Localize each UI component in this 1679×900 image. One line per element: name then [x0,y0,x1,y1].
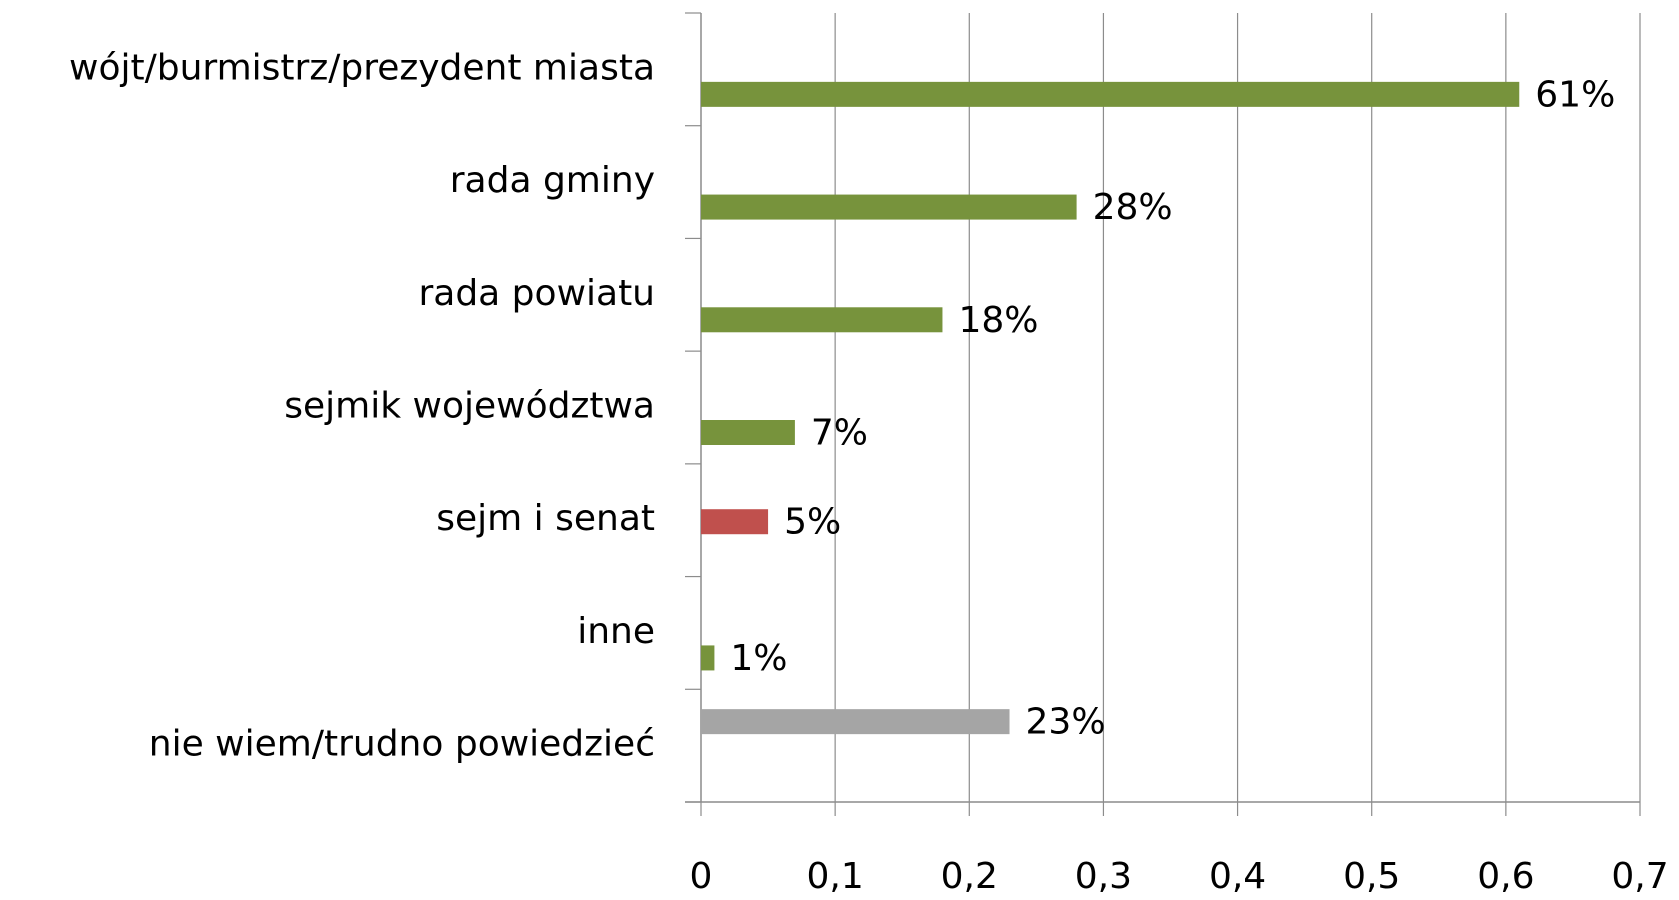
x-tick-label: 0,3 [1075,856,1132,897]
x-tick-label: 0,1 [807,856,864,897]
bar [701,194,1077,220]
bar [701,420,795,445]
x-tick-label: 0,7 [1611,856,1668,897]
x-tick-label: 0,6 [1477,856,1534,897]
category-label: nie wiem/trudno powiedzieć [149,724,655,765]
category-label: rada gminy [450,160,655,201]
category-label: inne [577,611,655,652]
data-label: 7% [811,413,868,454]
category-label: rada powiatu [418,273,655,314]
data-label: 18% [958,300,1038,341]
x-tick-label: 0,2 [941,856,998,897]
bar [701,509,769,535]
x-tick-label: 0,5 [1343,856,1400,897]
data-label: 5% [784,502,841,543]
x-tick-label: 0,4 [1209,856,1266,897]
x-tick-label: 0 [690,856,713,897]
bar [701,709,1010,735]
category-label: sejmik województwa [284,386,655,427]
category-label: wójt/burmistrz/prezydent miasta [69,47,655,88]
data-label: 61% [1535,74,1615,115]
data-label: 28% [1093,187,1173,228]
data-label: 23% [1026,702,1106,743]
bar [701,81,1520,107]
bar [701,645,715,671]
category-label: sejm i senat [436,498,655,539]
data-label: 1% [730,638,787,679]
bar [701,307,943,333]
